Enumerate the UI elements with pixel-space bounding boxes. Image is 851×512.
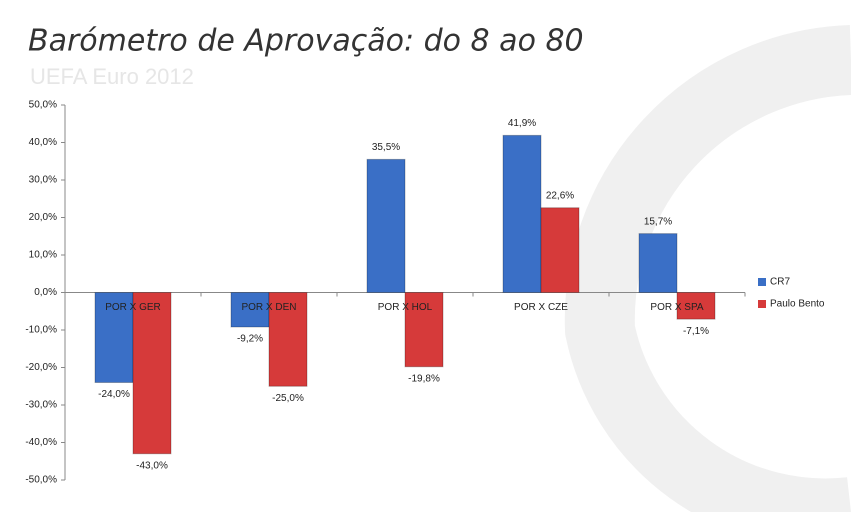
value-label: -24,0% (98, 389, 130, 400)
value-label: -19,8% (408, 373, 440, 384)
chart-subtitle: UEFA Euro 2012 (30, 64, 194, 89)
value-label: -7,1% (683, 326, 709, 337)
y-tick-label: -50,0% (25, 475, 57, 486)
value-label: 41,9% (508, 118, 536, 129)
legend-swatch (758, 300, 766, 308)
background-decoration (564, 25, 851, 512)
legend-label: Paulo Bento (770, 299, 825, 310)
y-tick-label: 30,0% (29, 175, 57, 186)
bar (540, 207, 580, 293)
y-tick-label: 50,0% (29, 100, 57, 111)
x-tick-label: POR X DEN (241, 302, 296, 313)
bar (638, 233, 678, 293)
legend-label: CR7 (770, 277, 790, 288)
chart-title: Barómetro de Aprovação: do 8 ao 80 (28, 24, 584, 59)
bar (132, 292, 172, 455)
y-tick-label: -10,0% (25, 325, 57, 336)
bar (268, 292, 308, 387)
y-tick-label: -20,0% (25, 362, 57, 373)
value-label: 15,7% (644, 216, 672, 227)
y-tick-label: 0,0% (34, 287, 57, 298)
x-tick-label: POR X SPA (650, 302, 703, 313)
value-label: 22,6% (546, 190, 574, 201)
value-label: 35,5% (372, 142, 400, 153)
bar (366, 158, 406, 293)
bar (502, 134, 542, 293)
y-tick-label: 40,0% (29, 137, 57, 148)
bar (404, 292, 444, 368)
value-label: -43,0% (136, 460, 168, 471)
y-tick-label: -40,0% (25, 437, 57, 448)
y-tick-label: 20,0% (29, 212, 57, 223)
bar (676, 292, 716, 320)
legend-swatch (758, 278, 766, 286)
y-tick-label: -30,0% (25, 400, 57, 411)
value-label: -25,0% (272, 393, 304, 404)
x-tick-label: POR X HOL (378, 302, 433, 313)
x-tick-label: POR X CZE (514, 302, 568, 313)
x-tick-label: POR X GER (105, 302, 161, 313)
y-tick-label: 10,0% (29, 250, 57, 261)
value-label: -9,2% (237, 334, 263, 345)
